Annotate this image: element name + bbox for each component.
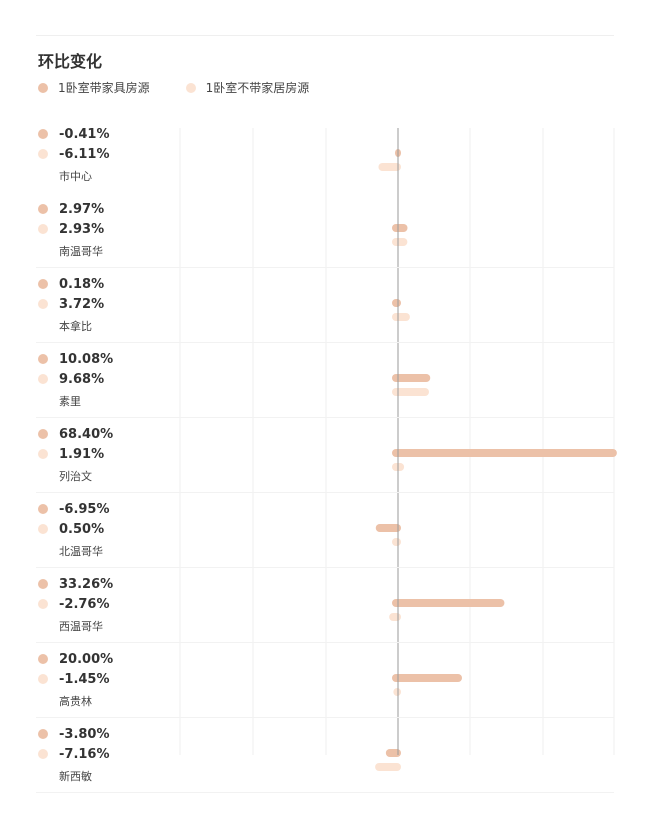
category-label: 市中心 (59, 170, 92, 183)
legend-dot-icon (185, 82, 196, 93)
legend-label: 1卧室带家具房源 (58, 81, 150, 95)
category-label: 西温哥华 (59, 620, 103, 633)
value-line: 0.18% (38, 275, 104, 293)
value-line: -7.16% (38, 745, 110, 763)
series-dot-icon (38, 749, 48, 759)
value-label: -2.76% (59, 596, 110, 612)
value-label: -6.11% (59, 146, 110, 162)
row-divider (36, 792, 614, 793)
value-line: 33.26% (38, 575, 113, 593)
bar (385, 749, 401, 757)
series-dot-icon (38, 449, 48, 459)
bar (392, 674, 462, 682)
series-dot-icon (38, 524, 48, 534)
value-line: 0.50% (38, 520, 104, 538)
category-label: 高贵林 (59, 695, 92, 708)
bar (378, 163, 401, 171)
bar (392, 224, 408, 232)
bar (392, 449, 617, 457)
bar (392, 374, 431, 382)
row-divider (36, 642, 614, 643)
series-dot-icon (38, 374, 48, 384)
category-label: 新西敏 (59, 770, 92, 783)
value-line: 2.93% (38, 220, 104, 238)
series-dot-icon (38, 299, 48, 309)
legend: 1卧室带家具房源 1卧室不带家居房源 (38, 79, 309, 96)
value-label: 33.26% (59, 576, 114, 592)
bar (392, 388, 429, 396)
value-line: 68.40% (38, 425, 113, 443)
top-divider (36, 35, 614, 36)
value-label: -7.16% (59, 746, 110, 762)
category-label: 南温哥华 (59, 245, 103, 258)
category-label: 素里 (59, 395, 81, 408)
bar (375, 763, 401, 771)
value-label: 2.93% (59, 221, 105, 237)
bar (392, 238, 408, 246)
series-dot-icon (38, 654, 48, 664)
value-label: 68.40% (59, 426, 114, 442)
value-line: -1.45% (38, 670, 110, 688)
value-label: 3.72% (59, 296, 105, 312)
value-line: 10.08% (38, 350, 113, 368)
value-line: -3.80% (38, 725, 110, 743)
series-dot-icon (38, 129, 48, 139)
series-dot-icon (38, 354, 48, 364)
series-dot-icon (38, 224, 48, 234)
value-line: -6.11% (38, 145, 110, 163)
category-label: 列治文 (59, 470, 92, 483)
value-line: 2.97% (38, 200, 104, 218)
legend-dot-icon (38, 82, 48, 93)
series-dot-icon (38, 279, 48, 289)
row-divider (36, 267, 614, 268)
row-divider (36, 417, 614, 418)
value-label: -3.80% (59, 726, 110, 742)
value-label: 20.00% (59, 651, 114, 667)
bar (392, 599, 505, 607)
legend-label: 1卧室不带家居房源 (205, 81, 310, 95)
series-dot-icon (38, 729, 48, 739)
series-dot-icon (38, 674, 48, 684)
value-line: 1.91% (38, 445, 104, 463)
value-line: 20.00% (38, 650, 113, 668)
row-divider (36, 567, 614, 568)
bar (375, 524, 401, 532)
value-line: 9.68% (38, 370, 104, 388)
value-label: 1.91% (59, 446, 105, 462)
chart-title: 环比变化 (38, 52, 103, 71)
series-dot-icon (38, 429, 48, 439)
value-line: -6.95% (38, 500, 110, 518)
value-label: 2.97% (59, 201, 105, 217)
value-label: 0.50% (59, 521, 105, 537)
value-label: 0.18% (59, 276, 105, 292)
value-label: 10.08% (59, 351, 114, 367)
value-label: 9.68% (59, 371, 105, 387)
series-dot-icon (38, 599, 48, 609)
value-line: -2.76% (38, 595, 110, 613)
row-divider (36, 717, 614, 718)
series-dot-icon (38, 504, 48, 514)
bar (392, 538, 401, 546)
bar (392, 313, 410, 321)
row-divider (36, 492, 614, 493)
value-label: -0.41% (59, 126, 110, 142)
value-label: -6.95% (59, 501, 110, 517)
value-line: 3.72% (38, 295, 104, 313)
value-line: -0.41% (38, 125, 110, 143)
bar (392, 299, 401, 307)
bar (393, 688, 401, 696)
category-label: 北温哥华 (59, 545, 103, 558)
series-dot-icon (38, 579, 48, 589)
series-dot-icon (38, 149, 48, 159)
value-label: -1.45% (59, 671, 110, 687)
series-dot-icon (38, 204, 48, 214)
legend-item-unfurnished[interactable]: 1卧室不带家居房源 (185, 79, 310, 96)
category-label: 本拿比 (59, 320, 92, 333)
row-divider (36, 342, 614, 343)
legend-item-furnished[interactable]: 1卧室带家具房源 (38, 79, 150, 96)
